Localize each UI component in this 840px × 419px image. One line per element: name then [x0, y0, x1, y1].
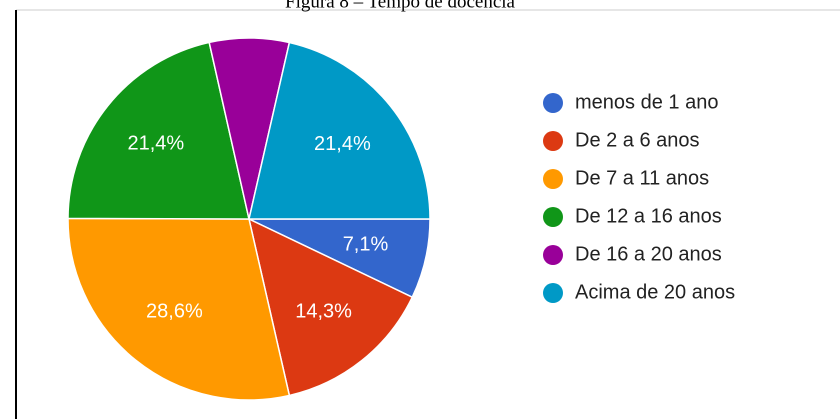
legend-swatch	[543, 93, 563, 113]
legend-label: De 7 a 11 anos	[575, 167, 709, 189]
legend-label: De 12 a 16 anos	[575, 205, 722, 227]
legend-swatch	[543, 131, 563, 151]
legend-label: Acima de 20 anos	[575, 281, 735, 303]
slice-label: 14,3%	[295, 301, 352, 323]
chart-title: Figura 8 – Tempo de docência	[285, 0, 516, 12]
legend-label: De 2 a 6 anos	[575, 129, 700, 151]
legend-swatch	[543, 245, 563, 265]
legend-swatch	[543, 283, 563, 303]
pie-slice	[67, 217, 291, 401]
slice-label: 7,1%	[343, 234, 389, 256]
slice-label: 21,4%	[314, 133, 371, 155]
slice-label: 28,6%	[146, 301, 203, 323]
slice-label: 21,4%	[127, 133, 184, 155]
pie-slice	[247, 217, 414, 397]
pie-slice	[248, 41, 431, 220]
legend-label: De 16 a 20 anos	[575, 243, 722, 265]
legend-swatch	[543, 207, 563, 227]
legend-label: menos de 1 ano	[575, 91, 718, 113]
legend-swatch	[543, 169, 563, 189]
pie-slice	[67, 41, 250, 220]
